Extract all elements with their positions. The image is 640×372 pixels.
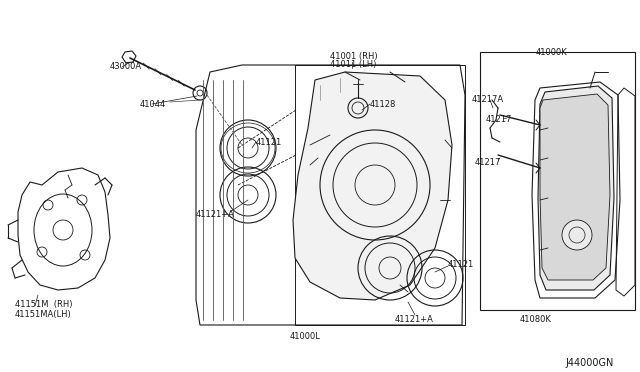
Text: 41080K: 41080K xyxy=(520,315,552,324)
Text: 41151MA(LH): 41151MA(LH) xyxy=(15,310,72,319)
Polygon shape xyxy=(540,94,610,280)
Text: 41121+A: 41121+A xyxy=(196,210,235,219)
Text: 41000K: 41000K xyxy=(536,48,568,57)
Text: 41121: 41121 xyxy=(448,260,474,269)
Text: 41217: 41217 xyxy=(475,158,501,167)
Text: 41001 (RH): 41001 (RH) xyxy=(330,52,378,61)
Bar xyxy=(295,65,465,325)
Text: 41121+A: 41121+A xyxy=(395,315,434,324)
Circle shape xyxy=(562,220,592,250)
Text: J44000GN: J44000GN xyxy=(565,358,613,368)
Text: 41128: 41128 xyxy=(370,100,396,109)
Polygon shape xyxy=(538,86,614,290)
Text: 41217: 41217 xyxy=(486,115,513,124)
Bar xyxy=(480,52,635,310)
Text: 41000L: 41000L xyxy=(290,332,321,341)
Text: 41044: 41044 xyxy=(140,100,166,109)
Text: 41121: 41121 xyxy=(256,138,282,147)
Text: 43000A: 43000A xyxy=(110,62,142,71)
Text: 41151M  (RH): 41151M (RH) xyxy=(15,300,72,309)
Text: 41217A: 41217A xyxy=(472,95,504,104)
Text: 41011 (LH): 41011 (LH) xyxy=(330,60,376,69)
Polygon shape xyxy=(293,72,452,300)
